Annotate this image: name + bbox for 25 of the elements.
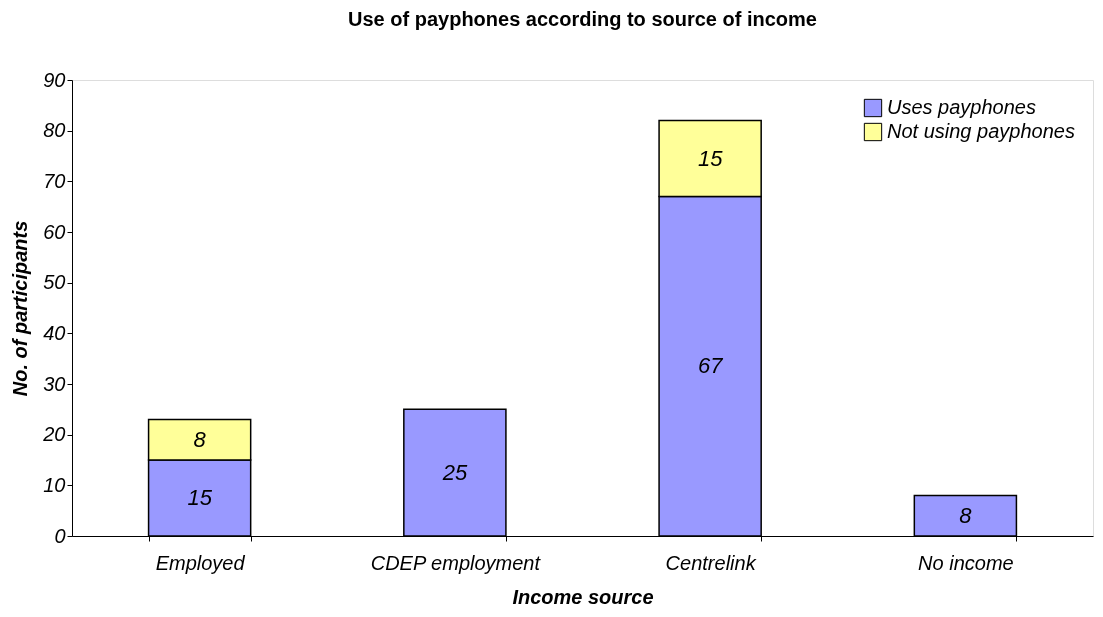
legend-label: Uses payphones <box>887 96 1036 118</box>
x-tick-label: Employed <box>155 551 246 574</box>
data-label: 67 <box>697 353 724 379</box>
x-axis-title: Income source <box>512 585 654 608</box>
data-label: 15 <box>187 485 213 510</box>
y-tick-label: 80 <box>43 119 66 142</box>
data-label: 8 <box>193 426 207 452</box>
y-axis-title: No. of participants <box>9 220 32 397</box>
y-tick-label: 10 <box>43 473 66 496</box>
legend-label: Not using payphones <box>887 120 1075 142</box>
y-tick-label: 30 <box>43 372 66 395</box>
x-tick-label: No income <box>918 551 1014 574</box>
data-label: 8 <box>959 502 973 528</box>
x-tick-label: Centrelink <box>665 551 757 574</box>
chart-title: Use of payphones according to source of income <box>348 8 817 30</box>
y-tick-label: 70 <box>43 169 66 192</box>
y-tick-label: 90 <box>43 68 66 91</box>
y-tick-label: 0 <box>54 524 66 547</box>
y-tick-label: 60 <box>43 220 66 243</box>
y-tick-label: 50 <box>43 271 66 294</box>
data-label: 15 <box>697 145 724 171</box>
data-label: 25 <box>441 459 468 485</box>
y-tick-label: 40 <box>43 321 66 344</box>
y-tick-label: 20 <box>42 423 66 446</box>
x-tick-label: CDEP employment <box>370 551 542 574</box>
